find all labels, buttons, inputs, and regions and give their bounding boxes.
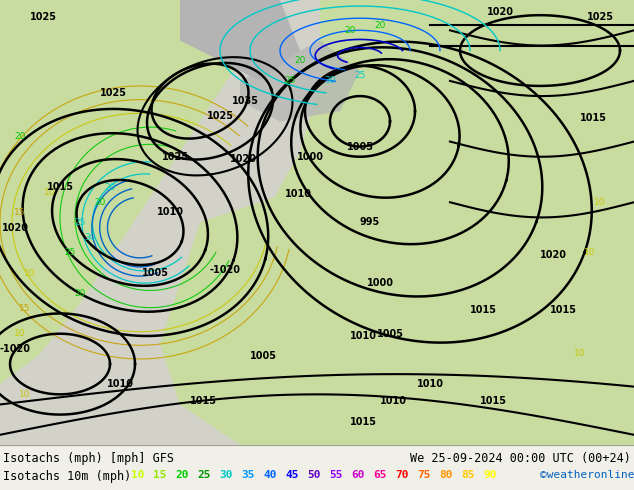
Text: 90: 90 [483,470,496,480]
Text: 1025: 1025 [100,88,127,98]
Text: 1000: 1000 [297,152,323,162]
Text: 1015: 1015 [470,305,497,316]
Text: 1015: 1015 [350,416,377,427]
Text: 1020: 1020 [486,7,514,17]
Text: 10: 10 [44,188,56,196]
Text: 25: 25 [74,218,86,227]
Polygon shape [160,182,440,445]
Text: 1000: 1000 [366,278,394,288]
Text: 25: 25 [197,470,210,480]
Text: 1020: 1020 [540,250,567,260]
Text: 20: 20 [15,132,26,141]
Text: 15: 15 [153,470,167,480]
Text: 65: 65 [373,470,387,480]
Text: 1015: 1015 [46,182,74,192]
Text: 1010: 1010 [285,189,312,199]
Text: 20: 20 [344,26,356,35]
Text: 25: 25 [284,76,295,85]
Text: 1010: 1010 [350,331,377,341]
Text: 60: 60 [351,470,365,480]
Polygon shape [180,0,300,81]
Text: Isotachs (mph) [mph] GFS: Isotachs (mph) [mph] GFS [3,452,174,465]
Text: 10: 10 [24,269,36,277]
Text: 20: 20 [105,183,115,192]
Text: 1020: 1020 [1,222,29,233]
Text: 1035: 1035 [231,96,259,106]
Text: 20: 20 [374,21,385,30]
Text: 995: 995 [360,218,380,227]
Text: 25: 25 [354,72,366,80]
Text: 1005: 1005 [377,329,403,339]
Text: 10: 10 [574,349,586,358]
Text: 1025: 1025 [207,111,233,122]
Polygon shape [240,41,360,122]
Text: We 25-09-2024 00:00 UTC (00+24): We 25-09-2024 00:00 UTC (00+24) [410,452,631,465]
Text: 25: 25 [64,248,75,257]
Text: 10: 10 [585,248,596,257]
Text: 15: 15 [14,208,26,217]
Polygon shape [260,0,634,445]
Text: 1015: 1015 [190,396,217,407]
Text: 1025: 1025 [586,12,614,22]
Text: 10: 10 [131,470,145,480]
Text: 55: 55 [329,470,342,480]
Text: 45: 45 [285,470,299,480]
Polygon shape [0,0,240,384]
Text: 20: 20 [94,198,106,207]
Text: 80: 80 [439,470,453,480]
Text: 30: 30 [84,233,96,242]
Text: 20: 20 [74,289,86,298]
Text: 70: 70 [395,470,408,480]
Text: 1010: 1010 [107,379,134,389]
Text: 1025: 1025 [162,152,188,162]
Text: 40: 40 [263,470,276,480]
Text: Isotachs 10m (mph): Isotachs 10m (mph) [3,470,131,483]
Text: 10: 10 [594,198,605,207]
Text: -1020: -1020 [0,344,30,354]
Text: 1010: 1010 [380,396,407,407]
Text: 1025: 1025 [30,12,57,22]
Text: 1005: 1005 [250,351,277,361]
Text: 30: 30 [324,76,336,85]
Text: 85: 85 [461,470,474,480]
Text: 30: 30 [219,470,233,480]
Text: 1010: 1010 [417,379,444,389]
Text: 75: 75 [417,470,430,480]
Text: 50: 50 [307,470,321,480]
Text: -1020: -1020 [210,265,241,275]
Text: 15: 15 [19,304,31,313]
Text: 10: 10 [19,390,31,399]
Text: 35: 35 [241,470,254,480]
Text: 1020: 1020 [230,154,257,164]
Text: 20: 20 [175,470,188,480]
Text: ©weatheronline.co.uk: ©weatheronline.co.uk [540,470,634,480]
Text: 20: 20 [294,56,306,65]
Text: 1010: 1010 [157,207,183,218]
Text: 1005: 1005 [347,142,373,151]
Text: 1005: 1005 [141,268,169,278]
Text: 1015: 1015 [550,305,577,316]
Text: 1015: 1015 [480,396,507,407]
Text: 10: 10 [14,329,26,338]
Text: 1015: 1015 [580,113,607,123]
